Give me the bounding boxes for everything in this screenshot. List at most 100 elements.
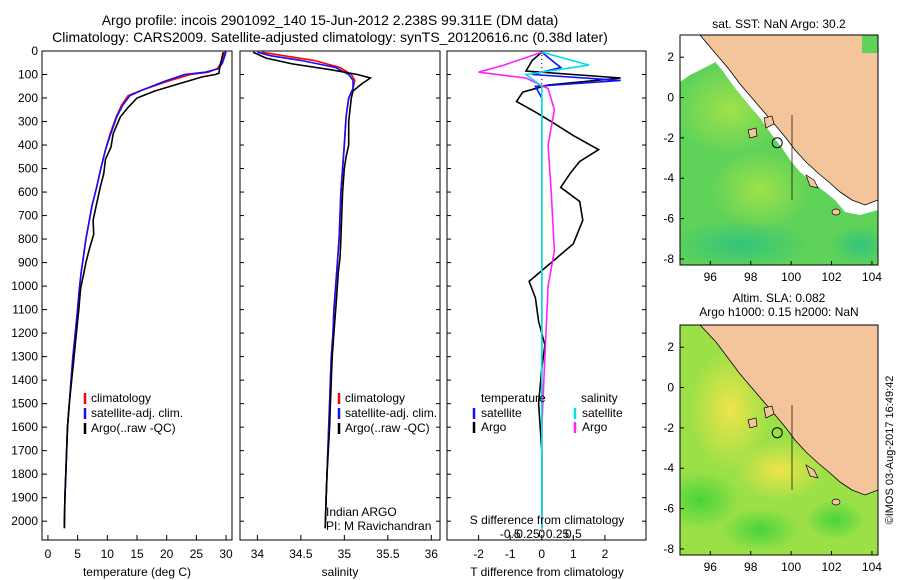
- x-tick-label: 30: [219, 547, 233, 561]
- legend-label: satellite: [582, 406, 623, 420]
- sla-map-frame: [679, 324, 879, 556]
- series-line-argo: [515, 51, 621, 529]
- sst-map-field: [680, 35, 878, 265]
- salinity-axes-frame: [239, 50, 441, 541]
- island: [763, 405, 775, 419]
- salinity-profile-lines: [252, 51, 373, 529]
- temperature-x-axis: 0 5 10 15 20 25 30: [45, 535, 233, 561]
- x-tick-label: -2: [473, 547, 484, 561]
- y-tick-label: 800: [18, 232, 38, 246]
- sla-low-patch: [805, 500, 865, 540]
- x-tick-label: 34.5: [289, 547, 313, 561]
- lat-tick-label: -4: [663, 461, 674, 475]
- lon-tick-label: 96: [704, 270, 718, 284]
- y-tick-label: 100: [18, 68, 38, 82]
- sst-cool-patch: [830, 225, 878, 265]
- series-line-argo-raw-qc-: [63, 52, 224, 529]
- lat-tick-label: 2: [667, 340, 674, 354]
- x-tick-label: 35: [338, 547, 352, 561]
- x2-tick-label: -0.5: [500, 527, 521, 541]
- lat-tick-label: -6: [663, 212, 674, 226]
- island-enggano: [831, 208, 841, 216]
- y-tick-label: 1700: [11, 444, 38, 458]
- difference-panel: -2 -1 0 1 2 -0.5-0.250 0.250.5 S difference f…: [446, 50, 647, 579]
- sst-warm-patch: [710, 150, 810, 230]
- lon-tick-label: 104: [862, 560, 882, 574]
- sla-low-patch: [680, 470, 740, 530]
- y-tick-label: 1400: [11, 373, 38, 387]
- land-sumatra: [699, 35, 878, 206]
- sla-map-panel: Altim. SLA: 0.082 Argo h1000: 0.15 h2000…: [663, 291, 882, 574]
- legend-header-temperature: temperature: [481, 391, 546, 405]
- depth-axis: 0 100 200 300 400 500 600 700 800 900 1000 1100 1200…: [11, 44, 47, 528]
- y-tick-label: 1100: [12, 303, 38, 317]
- lon-tick-label: 102: [822, 560, 842, 574]
- island: [763, 115, 775, 129]
- y-tick-label: 400: [18, 138, 38, 152]
- sla-map-title: Altim. SLA: 0.082: [733, 291, 826, 305]
- lat-tick-label: -4: [663, 171, 674, 185]
- y-tick-label: 600: [18, 185, 38, 199]
- series-line-argo-raw-qc-: [252, 51, 373, 529]
- x2-tick-label: 0.25: [546, 527, 570, 541]
- salinity-x-label: salinity: [322, 565, 359, 579]
- sst-cool-patch: [680, 220, 810, 265]
- y-tick-label: 0: [31, 44, 38, 58]
- x-tick-label: 2: [602, 547, 609, 561]
- legend-label: satellite-adj. clim.: [91, 406, 183, 420]
- temperature-panel: 0100200300400500600700800900100011001200…: [11, 44, 233, 579]
- sla-high-patch: [735, 440, 825, 500]
- salinity-axis-ticks: [240, 50, 440, 522]
- legend-header-salinity: salinity: [581, 391, 618, 405]
- lat-tick-label: 0: [667, 381, 674, 395]
- lon-tick-label: 102: [822, 270, 842, 284]
- difference-profile-lines: [478, 51, 621, 529]
- legend-label: climatology: [91, 391, 151, 405]
- y-tick-label: 1200: [11, 326, 38, 340]
- lon-tick-label: 104: [862, 270, 882, 284]
- copyright-credit: ©IMOS 03-Aug-2017 16:49:42: [884, 376, 896, 525]
- sst-map-title: sat. SST: NaN Argo: 30.2: [712, 17, 846, 31]
- lon-tick-label: 100: [781, 560, 801, 574]
- lat-tick-label: -6: [663, 502, 674, 516]
- sla-map-axes: 96 98 100 102 104 2 0 -2 -4 -6 -8: [663, 340, 882, 574]
- y-tick-label: 1900: [11, 491, 38, 505]
- island-enggano: [831, 498, 841, 506]
- s-difference-x-axis: -0.5-0.250 0.250.5: [500, 527, 582, 541]
- lat-tick-label: 0: [667, 91, 674, 105]
- t-difference-x-label: T difference from climatology: [470, 565, 624, 579]
- y-tick-label: 1000: [11, 279, 38, 293]
- legend-label: satellite: [481, 406, 522, 420]
- x-tick-label: 0: [538, 547, 545, 561]
- y-tick-label: 1300: [11, 350, 38, 364]
- x-tick-label: 15: [130, 547, 144, 561]
- x2-tick-label: -0.25: [512, 527, 540, 541]
- y-tick-label: 200: [18, 91, 38, 105]
- salinity-panel: 34 34.5 35 35.5 36 salinity climatologysatel…: [239, 50, 441, 579]
- lat-tick-label: -8: [663, 252, 674, 266]
- x2-tick-label: 0: [538, 527, 545, 541]
- argo-float-position: [771, 427, 783, 439]
- lon-tick-label: 96: [704, 560, 718, 574]
- x2-tick-label: 0.5: [565, 527, 582, 541]
- sst-corner-patch: [862, 35, 878, 53]
- difference-axis-ticks: [447, 50, 646, 522]
- temperature-x-label: temperature (deg C): [83, 565, 191, 579]
- lon-tick-label: 98: [744, 560, 758, 574]
- t-difference-x-axis: -2 -1 0 1 2: [473, 535, 609, 561]
- temperature-profile-lines: [63, 51, 227, 529]
- lat-tick-label: -8: [663, 542, 674, 556]
- legend-label: Argo(..raw -QC): [91, 421, 176, 435]
- x-tick-label: 0: [45, 547, 52, 561]
- x-tick-label: -1: [505, 547, 516, 561]
- legend-label: Argo: [582, 420, 608, 434]
- sst-map-panel: sat. SST: NaN Argo: 30.2 96 98 100 102 104 2 0…: [663, 17, 882, 284]
- lat-tick-label: 2: [667, 50, 674, 64]
- x-tick-label: 1: [570, 547, 577, 561]
- sla-map-subtitle: Argo h1000: 0.15 h2000: NaN: [699, 305, 858, 319]
- sst-map-axes: 96 98 100 102 104 2 0 -2 -4 -6 -8: [663, 50, 882, 284]
- series-line-satellite: [523, 51, 590, 529]
- s-difference-x-label: S difference from climatology: [470, 513, 625, 527]
- sla-low-patch: [720, 508, 800, 552]
- x-tick-label: 36: [425, 547, 439, 561]
